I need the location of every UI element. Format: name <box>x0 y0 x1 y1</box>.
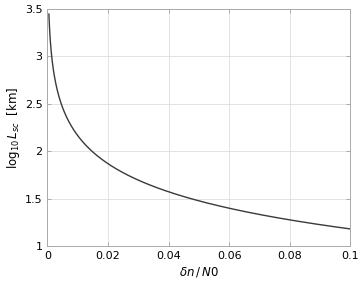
X-axis label: $\delta n\,/\,N0$: $\delta n\,/\,N0$ <box>179 265 219 279</box>
Y-axis label: $\log_{10} L_{sc}$  [km]: $\log_{10} L_{sc}$ [km] <box>5 86 22 169</box>
